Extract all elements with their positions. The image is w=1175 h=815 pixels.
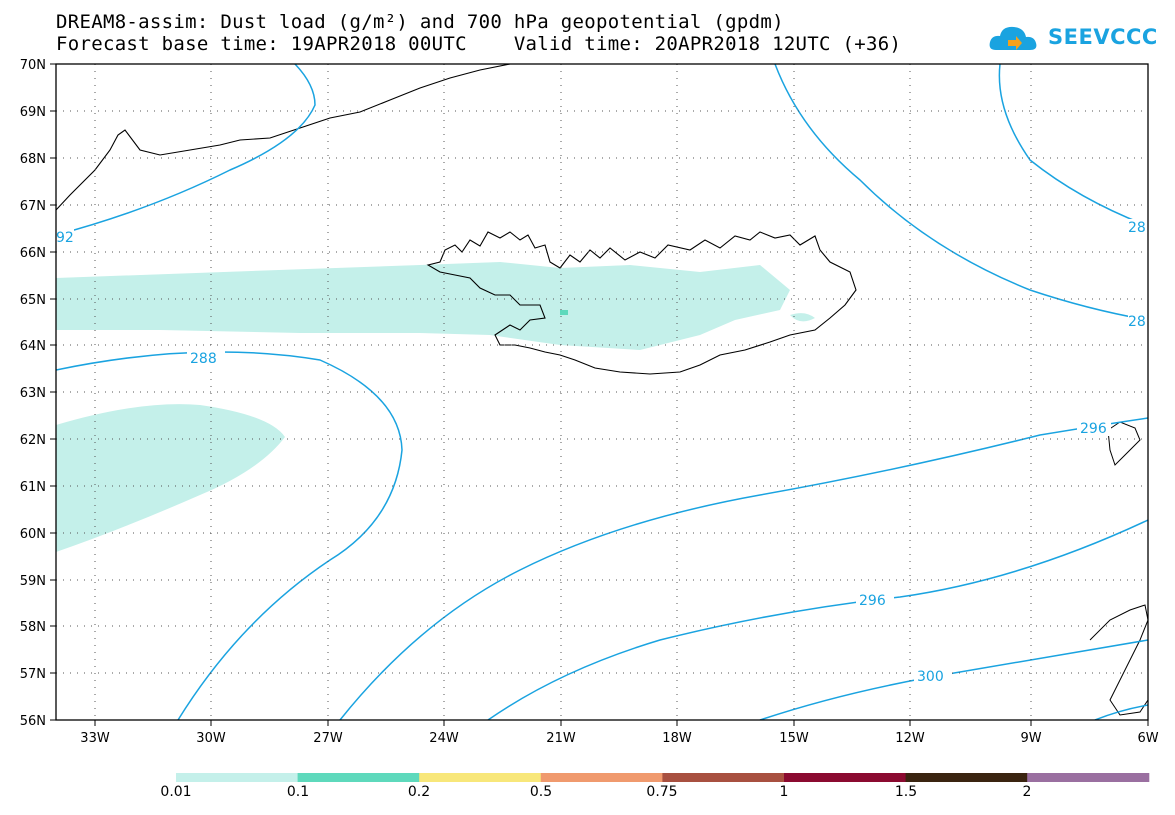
logo-text: SEEVCCC: [1048, 25, 1158, 49]
contour-label-296: 296: [859, 593, 886, 609]
map-subtitle: Forecast base time: 19APR2018 00UTC Vali…: [56, 33, 902, 55]
colorbar-label: 0.2: [407, 784, 431, 800]
contour-284-a: [774, 64, 1148, 321]
lon-label: 30W: [196, 731, 226, 746]
contour-300: [759, 639, 1148, 720]
map-title: DREAM8-assim: Dust load (g/m²) and 700 h…: [56, 11, 784, 33]
lat-label: 64N: [20, 339, 46, 354]
contour-292-south: [339, 417, 1148, 720]
lon-label: 15W: [779, 731, 809, 746]
lon-label: 33W: [80, 731, 110, 746]
lon-label: 9W: [1020, 731, 1041, 746]
iceland-coastline: [426, 231, 857, 375]
colorbar-label: 0.1: [286, 784, 310, 800]
contour-304: [1094, 704, 1148, 720]
scotland-coastline: [1089, 604, 1148, 716]
dust-spot-east: [790, 313, 815, 322]
lat-label: 58N: [20, 620, 46, 635]
colorbar-swatch: [662, 773, 785, 782]
grid-lines: [56, 64, 1148, 720]
lon-label: 27W: [313, 731, 343, 746]
contour-292-northwest: [56, 64, 316, 236]
lon-label: 12W: [895, 731, 925, 746]
lat-label: 60N: [20, 527, 46, 542]
latitude-labels: 70N 69N 68N 67N 66N 65N 64N 63N 62N 61N …: [20, 58, 46, 729]
colorbar-label: 0.01: [160, 784, 192, 800]
lon-label: 24W: [429, 731, 459, 746]
lat-label: 62N: [20, 433, 46, 448]
colorbar-swatch: [419, 773, 542, 782]
lat-label: 70N: [20, 58, 46, 73]
dust-spot-mid: [560, 310, 568, 315]
colorbar-label: 1: [779, 784, 789, 800]
contour-label-group: 288 296 296 300 92 28 28: [56, 219, 1148, 685]
contour-label-292-west: 92: [56, 230, 74, 246]
contour-296: [487, 519, 1148, 720]
dust-plume-south: [56, 404, 285, 552]
lat-label: 69N: [20, 105, 46, 120]
lat-label: 66N: [20, 246, 46, 261]
lat-label: 68N: [20, 152, 46, 167]
longitude-labels: 33W 30W 27W 24W 21W 18W 15W 12W 9W 6W: [80, 731, 1158, 746]
colorbar-swatch: [784, 773, 907, 782]
faroe-coastline: [1107, 421, 1141, 466]
colorbar-label: 0.75: [646, 784, 678, 800]
lon-label: 21W: [546, 731, 576, 746]
colorbar-swatch: [905, 773, 1028, 782]
colorbar-swatch: [176, 773, 299, 782]
contour-label-288: 288: [190, 351, 217, 367]
lat-label: 57N: [20, 667, 46, 682]
colorbar-label: 0.5: [529, 784, 553, 800]
lat-label: 65N: [20, 293, 46, 308]
contour-label-284-b: 28: [1128, 314, 1146, 330]
colorbar-label: 2: [1022, 784, 1032, 800]
lon-label: 6W: [1137, 731, 1158, 746]
axis-ticks: [50, 63, 1149, 726]
dust-plume-north: [56, 262, 790, 350]
contour-label-284-a: 28: [1128, 220, 1146, 236]
lat-label: 63N: [20, 386, 46, 401]
colorbar-swatch: [297, 773, 420, 782]
lat-label: 67N: [20, 199, 46, 214]
contour-288: [56, 351, 403, 720]
lat-label: 59N: [20, 574, 46, 589]
colorbar: [176, 773, 1150, 782]
lon-label: 18W: [662, 731, 692, 746]
colorbar-label: 1.5: [894, 784, 918, 800]
contour-label-296-east: 296: [1080, 421, 1107, 437]
lat-label: 61N: [20, 480, 46, 495]
cloud-logo-icon: [989, 26, 1037, 50]
lat-label: 56N: [20, 714, 46, 729]
colorbar-swatch: [540, 773, 663, 782]
contour-label-300: 300: [917, 669, 944, 685]
colorbar-swatch: [1027, 773, 1150, 782]
contour-284-b: [998, 64, 1148, 227]
greenland-coastline: [56, 64, 511, 211]
